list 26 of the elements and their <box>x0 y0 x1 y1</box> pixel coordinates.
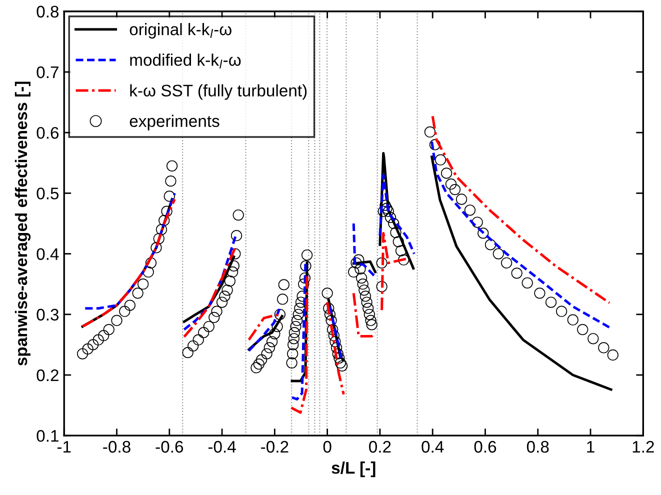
y-tick-label: 0.1 <box>36 430 58 442</box>
legend-label: experiments <box>130 114 220 130</box>
x-tick-label: -1 <box>57 441 71 453</box>
x-tick-label: 0.2 <box>369 440 391 453</box>
y-tick-label: 0.3 <box>36 308 59 321</box>
x-axis-title: s/L [-] <box>332 462 376 478</box>
x-tick-label: -0.4 <box>208 440 236 453</box>
x-tick-label: 0 <box>323 440 332 453</box>
x-tick-label: 1.2 <box>632 440 654 453</box>
legend-label: modified k-k$_{l}$-ω <box>130 54 241 68</box>
x-tick-label: 0.6 <box>474 440 496 453</box>
x-tick-label: -0.2 <box>261 440 288 453</box>
legend-label: k-ω SST (fully turbulent) <box>130 84 307 100</box>
x-tick-label: -0.8 <box>103 440 130 453</box>
y-axis-title: spanwise-averaged effectiveness [-] <box>14 82 31 366</box>
x-tick-label: 0.4 <box>422 440 444 453</box>
x-tick-label: 1 <box>587 441 594 453</box>
x-tick-label: -0.6 <box>156 440 184 453</box>
y-tick-label: 0.4 <box>36 248 59 260</box>
y-tick-label: 0.8 <box>36 6 59 18</box>
y-tick-label: 0.5 <box>36 188 59 200</box>
y-tick-label: 0.2 <box>36 369 58 382</box>
y-tick-label: 0.6 <box>36 126 59 139</box>
y-tick-label: 0.7 <box>36 66 58 78</box>
legend-label: original k-k$_{l}$-ω <box>130 23 232 39</box>
x-tick-label: 0.8 <box>526 440 549 453</box>
